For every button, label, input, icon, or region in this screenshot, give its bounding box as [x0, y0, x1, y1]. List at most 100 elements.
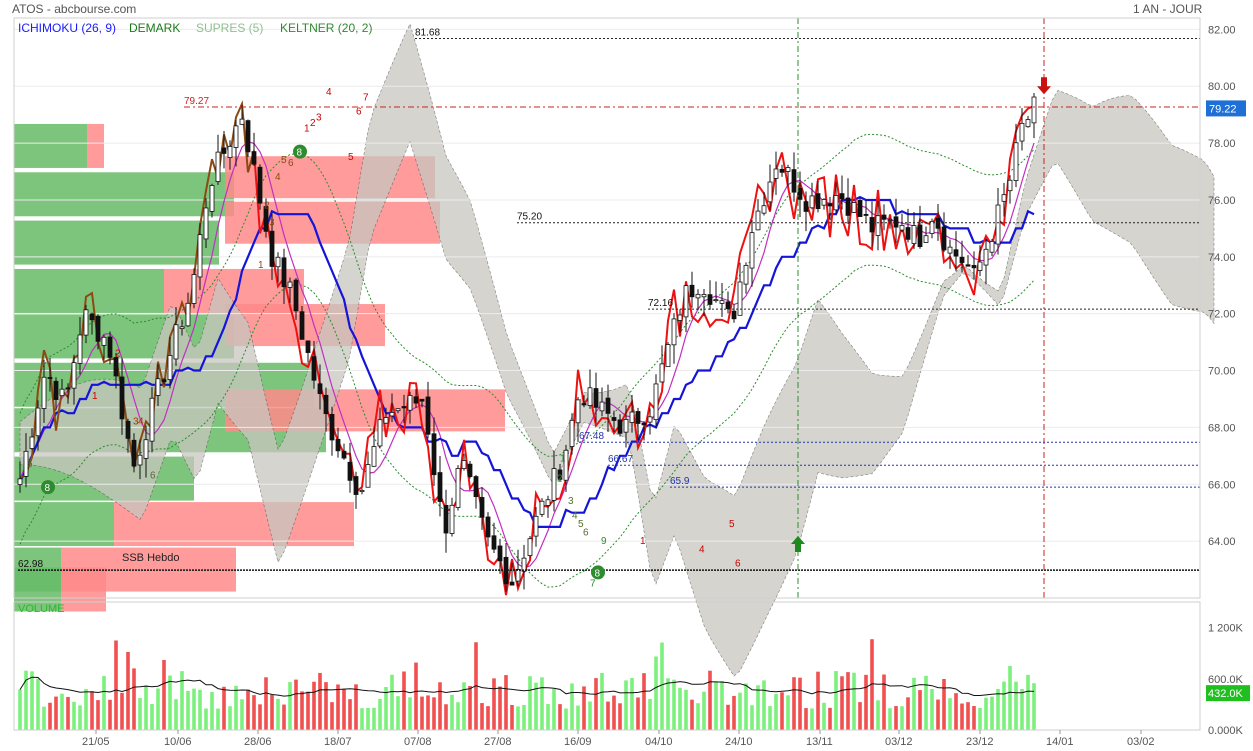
- volume-bar: [642, 673, 646, 730]
- volume-bar: [780, 692, 784, 730]
- candle-body: [419, 398, 425, 402]
- x-tick-label: 10/06: [164, 736, 192, 748]
- volume-bar: [522, 704, 526, 730]
- candle-body: [1013, 142, 1019, 181]
- kijun-line: [19, 195, 1035, 528]
- candle-body: [599, 401, 605, 412]
- volume-bar: [150, 703, 154, 730]
- demark-count: 6: [583, 527, 589, 538]
- candle-body: [911, 225, 917, 244]
- volume-bar: [252, 695, 256, 730]
- candle-body: [629, 411, 635, 423]
- volume-bar: [672, 679, 676, 730]
- candle-body: [53, 380, 59, 400]
- y-tick-label: 72.00: [1208, 309, 1236, 321]
- candle-body: [839, 193, 845, 200]
- candle-body: [47, 377, 53, 379]
- volume-bar: [432, 697, 436, 730]
- candle-body: [659, 363, 665, 383]
- demark-count: 6: [356, 107, 362, 118]
- candle-body: [401, 406, 407, 409]
- candle-body: [377, 419, 383, 447]
- volume-bar: [54, 696, 58, 730]
- volume-bar: [288, 682, 292, 730]
- demark-count: 1: [258, 260, 264, 271]
- volume-bar: [42, 706, 46, 730]
- candle-body: [95, 315, 101, 342]
- level-81-68-label: 81.68: [415, 27, 440, 38]
- volume-bar: [852, 672, 856, 730]
- volume-bar: [552, 688, 556, 730]
- candle-body: [41, 376, 47, 409]
- candle-body: [923, 235, 929, 243]
- candle-body: [1031, 96, 1037, 124]
- level-72-16-label: 72.16: [648, 298, 673, 309]
- candle-body: [827, 203, 833, 207]
- volume-bar: [858, 702, 862, 730]
- candle-body: [131, 439, 137, 467]
- candle-body: [413, 396, 419, 404]
- candle-body: [17, 478, 23, 485]
- volume-profile-resist-bar: [61, 567, 106, 612]
- volume-bar: [36, 678, 40, 730]
- candle-body: [371, 446, 377, 467]
- volume-bar: [390, 674, 394, 730]
- candle-body: [239, 118, 245, 125]
- volume-profile-support-bar: [14, 123, 87, 168]
- candle-body: [977, 261, 983, 271]
- candle-body: [941, 226, 947, 251]
- candle-body: [635, 411, 641, 424]
- volume-bar: [666, 678, 670, 730]
- volume-bar: [366, 707, 370, 730]
- demark-count: 4: [699, 545, 705, 556]
- candle-body: [857, 199, 863, 217]
- x-tick-label: 21/05: [82, 736, 110, 748]
- demark-nine-text: 8: [297, 148, 303, 159]
- candle-body: [299, 311, 305, 340]
- volume-bar: [486, 706, 490, 730]
- volume-bar: [966, 702, 970, 730]
- price-pane-frame: [13, 17, 1201, 599]
- volume-bar: [204, 708, 208, 730]
- candle-body: [743, 264, 749, 285]
- volume-bar: [78, 705, 82, 730]
- volume-bar: [240, 699, 244, 730]
- volume-bar: [558, 704, 562, 730]
- volume-bar: [960, 703, 964, 730]
- volume-pane-frame: [13, 601, 1201, 731]
- demark-count: 5: [27, 459, 33, 470]
- candle-body: [491, 535, 497, 550]
- candle-body: [149, 397, 155, 442]
- x-tick-label: 07/08: [404, 736, 432, 748]
- volume-bar: [732, 695, 736, 730]
- volume-bar: [948, 698, 952, 730]
- demark-count: 5: [281, 155, 287, 166]
- candle-body: [107, 336, 113, 358]
- candle-body: [845, 197, 851, 216]
- volume-profile-support-bar: [14, 172, 234, 217]
- demark-count: 6: [150, 471, 156, 482]
- legend-supres: SUPRES (5): [196, 21, 264, 35]
- volume-bar: [786, 695, 790, 730]
- demark-count: 1: [92, 391, 98, 402]
- candle-body: [989, 240, 995, 253]
- candle-body: [779, 168, 785, 173]
- candle-body: [959, 256, 965, 263]
- candle-body: [473, 476, 479, 498]
- candle-body: [257, 166, 263, 204]
- volume-bar: [246, 689, 250, 730]
- demark-count: 7: [590, 579, 596, 590]
- volume-bar: [210, 692, 214, 730]
- volume-bar: [162, 660, 166, 730]
- volume-bar: [840, 676, 844, 730]
- volume-bar: [120, 692, 124, 730]
- candle-body: [899, 224, 905, 231]
- y-tick-label: 68.00: [1208, 422, 1236, 434]
- volume-bar: [822, 702, 826, 730]
- candle-body: [653, 383, 659, 421]
- y-tick-label: 76.00: [1208, 195, 1236, 207]
- price-tag-box: [1206, 100, 1246, 117]
- candle-body: [59, 388, 65, 397]
- demark-count: 3: [568, 496, 574, 507]
- volume-bar: [174, 699, 178, 730]
